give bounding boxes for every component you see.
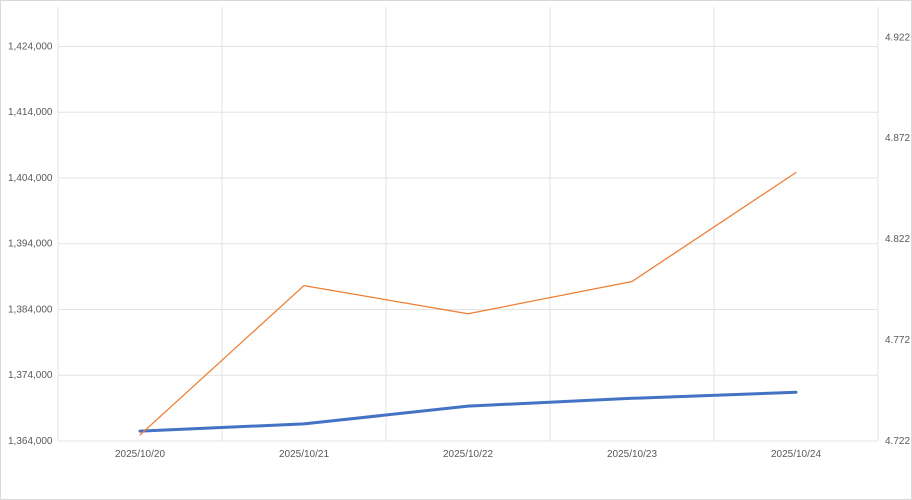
series-line-1 bbox=[138, 390, 798, 433]
right-tick-label: 4.822 bbox=[885, 234, 910, 245]
left-tick-label: 1,404,000 bbox=[8, 173, 53, 184]
right-tick-label: 4.722 bbox=[885, 436, 910, 447]
left-tick-label: 1,414,000 bbox=[8, 107, 53, 118]
left-tick-label: 1,384,000 bbox=[8, 304, 53, 315]
gridlines bbox=[57, 7, 879, 442]
x-tick-label: 2025/10/21 bbox=[279, 449, 329, 460]
x-tick-label: 2025/10/24 bbox=[771, 449, 821, 460]
x-tick-label: 2025/10/20 bbox=[115, 449, 165, 460]
left-y-axis: 1,364,000 1,374,000 1,384,000 1,394,000 1,40… bbox=[8, 41, 53, 447]
series-line-2 bbox=[139, 171, 797, 436]
right-tick-label: 4.872 bbox=[885, 133, 910, 144]
x-tick-label: 2025/10/23 bbox=[607, 449, 657, 460]
series-lines bbox=[138, 171, 798, 436]
x-tick-label: 2025/10/22 bbox=[443, 449, 493, 460]
left-tick-label: 1,424,000 bbox=[8, 41, 53, 52]
left-tick-label: 1,374,000 bbox=[8, 370, 53, 381]
x-axis: 2025/10/20 2025/10/21 2025/10/22 2025/10/23… bbox=[115, 449, 821, 460]
left-tick-label: 1,364,000 bbox=[8, 436, 53, 447]
right-y-axis: 4.722 4.772 4.822 4.872 4.922 bbox=[885, 32, 910, 447]
left-tick-label: 1,394,000 bbox=[8, 239, 53, 250]
right-tick-label: 4.772 bbox=[885, 335, 910, 346]
right-tick-label: 4.922 bbox=[885, 32, 910, 43]
